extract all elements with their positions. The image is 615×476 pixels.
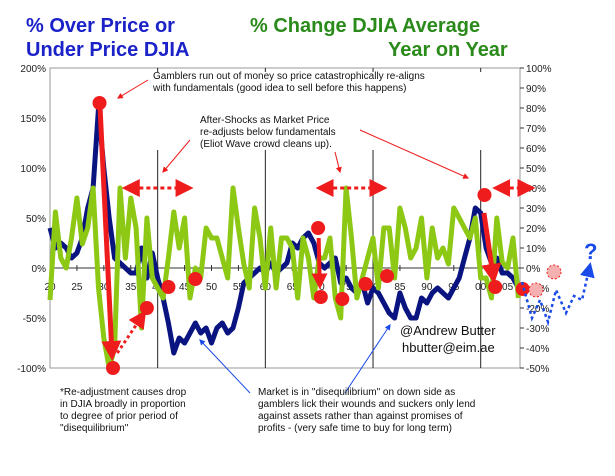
left-y-tick-label: -50% xyxy=(23,314,46,325)
event-marker xyxy=(311,221,326,235)
left-axis-title: % Over Price or Under Price DJIA xyxy=(26,15,190,61)
projected-marker xyxy=(528,282,544,298)
event-marker xyxy=(313,290,328,304)
event-marker xyxy=(477,188,492,202)
x-tick-label: 50 xyxy=(206,282,218,293)
right-y-tick-label: -40% xyxy=(526,344,549,355)
right-axis-title-line1: % Change DJIA Average xyxy=(250,15,481,37)
right-y-tick-label: 80% xyxy=(526,104,546,115)
right-axis-title-line2: Year on Year xyxy=(388,39,508,61)
x-tick-label: 85 xyxy=(394,282,406,293)
event-marker xyxy=(92,96,107,110)
crash-arrow-1969 xyxy=(311,237,328,290)
right-y-tick-label: 0% xyxy=(526,264,541,275)
series-line-over-under-price xyxy=(47,105,521,356)
event-marker xyxy=(358,277,373,291)
right-y-tick-label: 20% xyxy=(526,224,546,235)
left-y-tick-label: 100% xyxy=(20,164,46,175)
x-tick-label: 35 xyxy=(125,282,137,293)
right-y-tick-label: -20% xyxy=(526,304,549,315)
left-y-tick-label: 150% xyxy=(20,114,46,125)
left-y-tick-label: 0% xyxy=(32,264,47,275)
annotation-aftershocks: After-Shocks as Market Price re-adjusts … xyxy=(200,115,336,150)
x-tick-label: 30 xyxy=(98,282,110,293)
event-marker xyxy=(105,361,120,375)
annotation-pointer xyxy=(162,139,191,173)
x-tick-label: 00 xyxy=(475,282,487,293)
right-y-tick-label: 60% xyxy=(526,144,546,155)
right-y-tick-label: -30% xyxy=(526,324,549,335)
right-y-tick-label: 50% xyxy=(526,164,546,175)
annotation-market-disequilibrium: Market is in "disequilibrium" on down si… xyxy=(258,387,476,434)
recovery-arrow xyxy=(116,310,147,354)
event-marker xyxy=(161,280,176,294)
crash-arrow-2000 xyxy=(481,212,502,284)
annotation-pointer-blue xyxy=(199,339,251,394)
event-marker xyxy=(380,269,395,283)
x-tick-label: 65 xyxy=(287,282,299,293)
annotation-pointer-blue xyxy=(344,323,391,394)
annotation-gamblers: Gamblers run out of money so price catas… xyxy=(153,71,425,94)
annotation-pointer xyxy=(359,129,470,179)
event-marker xyxy=(188,272,203,286)
annotation-pointer xyxy=(334,151,342,174)
event-marker xyxy=(335,292,350,306)
annotation-pointer xyxy=(116,79,149,99)
x-tick-label: 45 xyxy=(179,282,191,293)
projection-dotted-line xyxy=(520,262,595,327)
plot-frame xyxy=(49,67,521,369)
right-y-tick-label: 100% xyxy=(526,64,552,75)
left-y-tick-label: 50% xyxy=(26,214,46,225)
x-tick-label: 55 xyxy=(233,282,245,293)
annotation-readjustment: *Re-adjustment causes drop in DJIA broad… xyxy=(60,387,187,434)
right-y-tick-label: 10% xyxy=(526,244,546,255)
x-tick-label: 25 xyxy=(71,282,83,293)
right-y-tick-label: 70% xyxy=(526,124,546,135)
copyright-text: @Andrew Butter xyxy=(400,323,496,338)
x-tick-label: 05 xyxy=(502,282,514,293)
event-marker xyxy=(139,301,154,315)
projected-marker xyxy=(546,264,562,280)
right-y-tick-label: 90% xyxy=(526,84,546,95)
email-text: hbutter@eim.ae xyxy=(402,340,495,355)
event-marker xyxy=(488,280,503,294)
right-y-tick-label: 40% xyxy=(526,184,546,195)
right-y-tick-label: -50% xyxy=(526,364,549,375)
series-line-yoy-change xyxy=(47,185,521,371)
left-y-tick-label: -100% xyxy=(17,364,46,375)
crash-arrow-1929 xyxy=(97,107,122,361)
x-tick-label: 75 xyxy=(341,282,353,293)
x-tick-label: 90 xyxy=(421,282,433,293)
left-y-tick-label: 200% xyxy=(20,64,46,75)
right-y-tick-label: 30% xyxy=(526,204,546,215)
question-mark: ? xyxy=(584,239,598,264)
